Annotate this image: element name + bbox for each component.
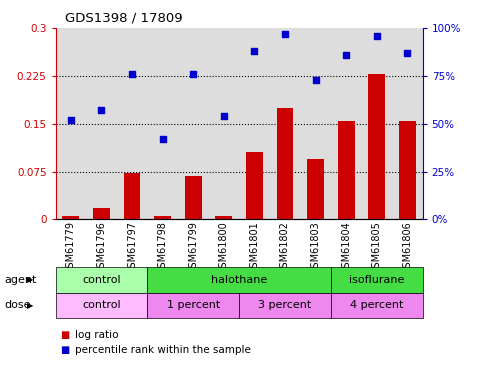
Bar <box>124 173 141 219</box>
Bar <box>369 74 385 219</box>
Text: percentile rank within the sample: percentile rank within the sample <box>75 345 251 355</box>
Text: ▶: ▶ <box>27 275 33 284</box>
Point <box>189 71 197 77</box>
Text: dose: dose <box>5 300 31 310</box>
Point <box>128 71 136 77</box>
Text: ▶: ▶ <box>27 301 33 310</box>
Text: control: control <box>82 275 121 285</box>
Bar <box>93 208 110 219</box>
Bar <box>215 216 232 219</box>
Point <box>403 50 411 56</box>
Text: halothane: halothane <box>211 275 267 285</box>
Bar <box>246 152 263 219</box>
Text: ■: ■ <box>60 330 70 340</box>
Point <box>251 48 258 54</box>
Text: agent: agent <box>5 275 37 285</box>
Bar <box>62 216 79 219</box>
Point <box>373 33 381 39</box>
Bar <box>399 121 416 219</box>
Text: log ratio: log ratio <box>75 330 118 340</box>
Point <box>98 107 105 113</box>
Text: control: control <box>82 300 121 310</box>
Bar <box>338 121 355 219</box>
Bar <box>307 159 324 219</box>
Point <box>159 136 167 142</box>
Text: isoflurane: isoflurane <box>349 275 404 285</box>
Bar <box>154 216 171 219</box>
Text: 3 percent: 3 percent <box>258 300 312 310</box>
Text: 1 percent: 1 percent <box>167 300 220 310</box>
Bar <box>277 108 293 219</box>
Text: GDS1398 / 17809: GDS1398 / 17809 <box>65 11 183 24</box>
Point <box>342 52 350 58</box>
Bar <box>185 176 201 219</box>
Text: ■: ■ <box>60 345 70 355</box>
Point <box>67 117 75 123</box>
Text: 4 percent: 4 percent <box>350 300 403 310</box>
Point <box>220 113 227 119</box>
Point <box>312 77 319 83</box>
Point <box>281 31 289 37</box>
